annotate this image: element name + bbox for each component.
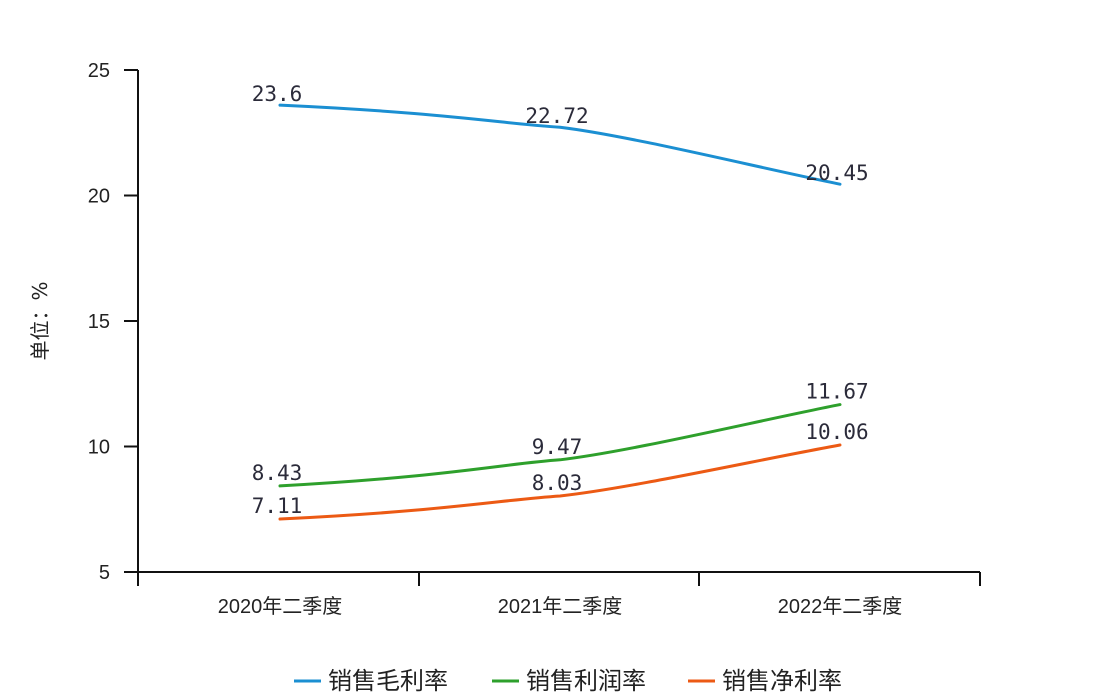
x-tick-label: 2022年二季度 (778, 595, 903, 618)
legend-item: 销售利润率 (492, 667, 646, 692)
y-tick-label: 5 (99, 562, 110, 584)
y-tick-label: 15 (88, 311, 110, 333)
y-tick-label: 25 (88, 60, 110, 82)
data-label: 8.43 (252, 461, 303, 485)
data-label: 22.72 (525, 104, 588, 128)
data-label: 11.67 (805, 380, 868, 404)
series-line-2 (278, 403, 842, 488)
data-label: 9.47 (532, 435, 583, 459)
legend-item: 销售净利率 (688, 667, 842, 692)
legend-item: 销售毛利率 (294, 667, 448, 692)
x-tick-label: 2020年二季度 (218, 595, 343, 618)
legend: 销售毛利率 销售利润率 销售净利率 (294, 667, 842, 692)
series-line-3 (278, 443, 842, 521)
data-label: 10.06 (805, 420, 868, 444)
y-tick-label: 10 (88, 437, 110, 459)
data-label: 23.6 (252, 82, 303, 106)
series-lines (278, 103, 842, 521)
data-label: 20.45 (805, 161, 868, 185)
axes: 5 10 15 20 25 2020年二季度 2021年二季度 2022年二季度 单位：% (28, 60, 981, 618)
data-label: 8.03 (532, 471, 583, 495)
legend-label: 销售净利率 (722, 667, 842, 692)
y-tick-label: 20 (88, 186, 110, 208)
x-tick-label: 2021年二季度 (498, 595, 623, 618)
legend-label: 销售毛利率 (328, 667, 448, 692)
data-label: 7.11 (252, 494, 303, 518)
legend-label: 销售利润率 (526, 667, 646, 692)
y-axis-label: 单位：% (28, 281, 52, 360)
series-line-1 (278, 103, 842, 186)
data-labels: 23.6 22.72 20.45 8.43 9.47 11.67 7.11 8.03 10.06 (252, 82, 869, 518)
